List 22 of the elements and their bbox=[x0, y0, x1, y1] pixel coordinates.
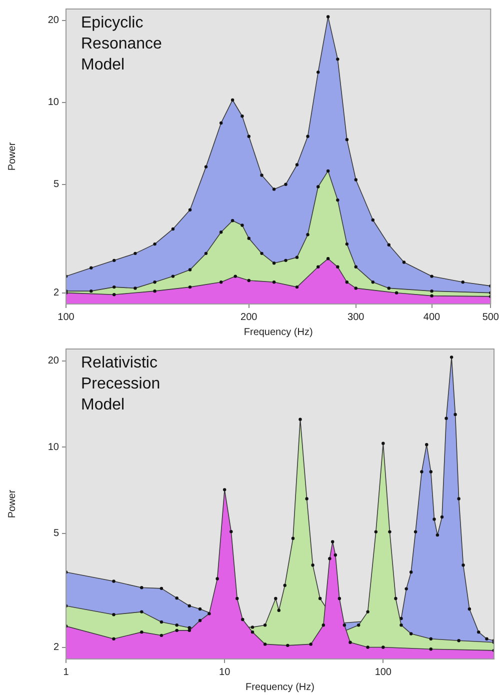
x-tick-label: 100 bbox=[374, 666, 392, 678]
y-tick-label: 20 bbox=[48, 15, 60, 26]
y-tick-label: 5 bbox=[53, 528, 60, 540]
x-tick-label: 1 bbox=[63, 666, 70, 678]
x-tick-label: 100 bbox=[58, 312, 75, 323]
text: Relativistic Precession Model bbox=[81, 354, 160, 414]
y-tick-label: 5 bbox=[53, 179, 60, 190]
x-axis-title: Frequency (Hz) bbox=[246, 682, 314, 693]
y-tick-label: 10 bbox=[48, 97, 60, 108]
x-tick-label: 10 bbox=[219, 666, 231, 678]
y-tick-label: 2 bbox=[53, 642, 60, 654]
y-axis-title: Power bbox=[6, 489, 18, 518]
y-tick-label: 10 bbox=[48, 442, 60, 453]
y-tick-label: 2 bbox=[53, 288, 60, 299]
x-tick-label: 300 bbox=[348, 312, 365, 323]
text: Epicyclic Resonance Model bbox=[81, 14, 162, 74]
x-tick-label: 400 bbox=[423, 312, 441, 323]
y-tick-label: 20 bbox=[48, 356, 60, 367]
x-axis-title: Frequency (Hz) bbox=[244, 326, 313, 338]
x-tick-label: 500 bbox=[482, 312, 500, 323]
y-axis-title: Power bbox=[6, 142, 18, 171]
x-tick-label: 200 bbox=[240, 312, 258, 323]
